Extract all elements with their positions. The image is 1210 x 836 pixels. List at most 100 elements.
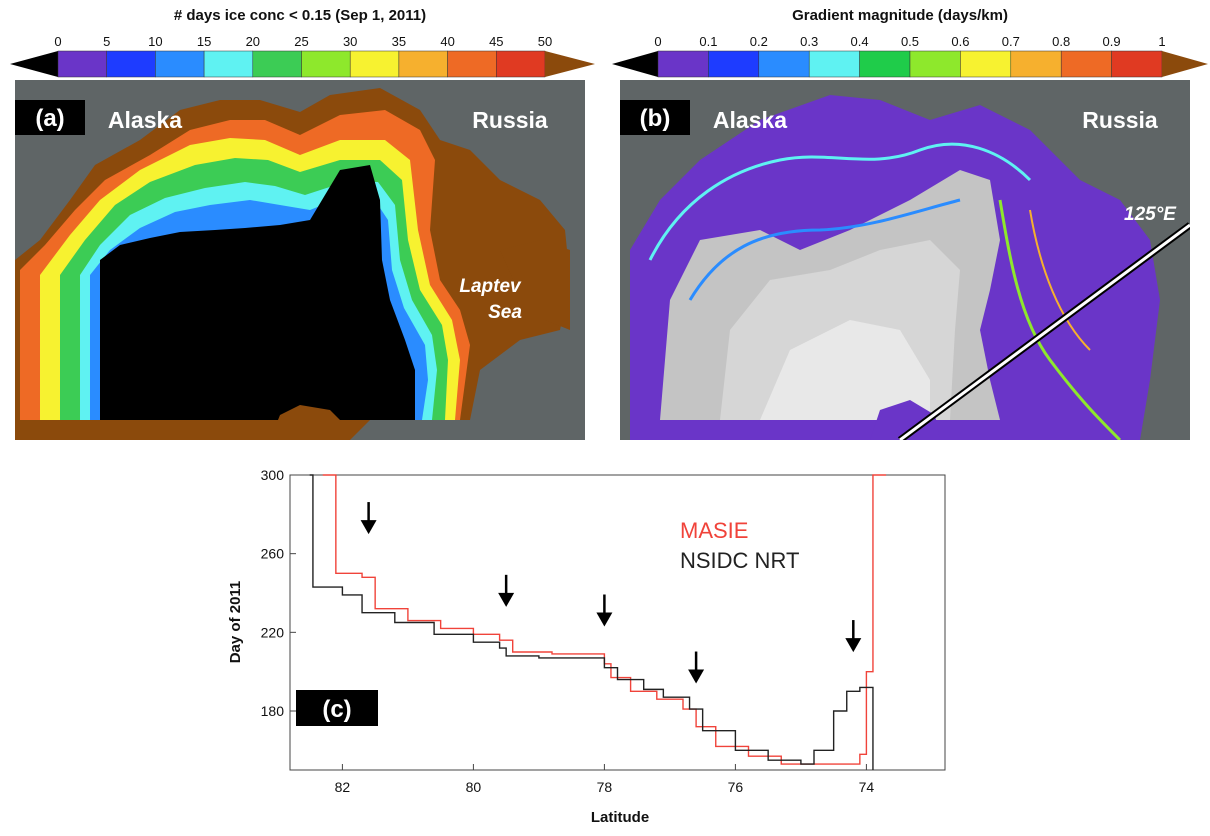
panel-a-tag: (a) (35, 105, 64, 132)
colorbar-b-tick-7: 0.7 (1002, 34, 1020, 49)
colorbar-a-tick-6: 30 (343, 34, 357, 49)
annotation-arrow-head-3 (688, 669, 705, 684)
map-b-white-region (760, 320, 930, 420)
colorbar-b-swatch-3 (808, 50, 860, 78)
colorbar-a-swatch-0 (57, 50, 107, 78)
map-a-pole-hole (270, 405, 350, 440)
colorbar-a-tick-8: 40 (440, 34, 454, 49)
colorbar-b-ticks: 0 0.1 0.2 0.3 0.4 0.5 0.6 0.7 0.8 0.9 1 (654, 34, 1165, 49)
colorbar-a-swatch-3 (203, 50, 254, 78)
map-a-label-russia: Russia (472, 107, 548, 133)
map-a-open-water (100, 165, 415, 420)
colorbar-b-tick-5: 0.5 (901, 34, 919, 49)
colorbar-b-swatch-8 (1060, 50, 1112, 78)
chart-c: 82 80 78 76 74 180 220 260 300 MASIE NSIDC NRT (… (227, 467, 946, 826)
colorbar-a-over-triangle (545, 51, 595, 77)
colorbar-a-ticks: 0 5 10 15 20 25 30 35 40 45 50 (54, 34, 552, 49)
colorbar-b-swatch-0 (657, 50, 709, 78)
map-b: (b) Alaska Russia 125°E (620, 80, 1190, 440)
colorbar-b-tick-1: 0.1 (699, 34, 717, 49)
map-b-gradient-contour-1 (648, 142, 1032, 261)
x-tick-label-2: 78 (597, 779, 613, 795)
y-tick-label-1: 220 (261, 624, 285, 640)
map-a-label-alaska: Alaska (108, 107, 182, 133)
colorbar-b-under-triangle (612, 51, 658, 77)
map-b-gradient-contour-2 (688, 198, 961, 301)
annotation-arrow-head-1 (498, 592, 515, 607)
colorbar-a-tick-2: 10 (148, 34, 162, 49)
x-tick-label-0: 82 (335, 779, 351, 795)
colorbar-b-tick-2: 0.2 (750, 34, 768, 49)
x-tick-label-1: 80 (466, 779, 482, 795)
panel-c-tag: (c) (322, 696, 351, 723)
panel-a-tag-box (15, 100, 85, 135)
colorbar-b-swatch-1 (708, 50, 760, 78)
y-tick-label-0: 180 (261, 703, 285, 719)
colorbar-b-swatches (657, 50, 1163, 78)
panel-b-tag: (b) (640, 105, 671, 132)
colorbar-a-tick-10: 50 (538, 34, 552, 49)
colorbar-a-swatch-6 (349, 50, 400, 78)
map-b-pole-hole (870, 400, 940, 440)
map-b-gradient-contour-4 (1029, 209, 1091, 351)
map-b-gradient-contour-3 (998, 199, 1122, 440)
colorbar-a-swatch-5 (301, 50, 351, 78)
colorbar-a-swatch-4 (252, 50, 302, 78)
colorbar-a-tick-1: 5 (103, 34, 110, 49)
map-a: (a) Alaska Russia Laptev Sea (15, 80, 585, 440)
colorbar-a-title: # days ice conc < 0.15 (Sep 1, 2011) (174, 7, 426, 24)
colorbar-b: Gradient magnitude (days/km) 0 0.1 0.2 0.3 0… (612, 7, 1208, 78)
map-a-label-sea: Sea (488, 302, 522, 323)
legend-masie: MASIE (680, 518, 748, 543)
colorbar-b-swatch-9 (1111, 50, 1163, 78)
chart-c-ylabel: Day of 2011 (227, 581, 244, 664)
map-b-label-russia: Russia (1082, 107, 1158, 133)
chart-c-plot-area (289, 474, 946, 771)
y-tick-label-3: 300 (261, 467, 285, 483)
map-b-label-transect: 125°E (1124, 204, 1177, 225)
map-b-transect-line-inner (899, 223, 1190, 440)
y-tick-label-2: 260 (261, 546, 285, 562)
colorbar-b-tick-0: 0 (654, 34, 661, 49)
chart-c-arrows (360, 502, 862, 684)
colorbar-b-swatch-5 (909, 50, 961, 78)
colorbar-a-swatch-2 (155, 50, 205, 78)
colorbar-b-tick-10: 1 (1158, 34, 1165, 49)
series-line-nsidc (309, 474, 874, 770)
colorbar-a-tick-5: 25 (294, 34, 308, 49)
colorbar-b-tick-8: 0.8 (1052, 34, 1070, 49)
colorbar-a-tick-9: 45 (489, 34, 503, 49)
colorbar-a-tick-0: 0 (54, 34, 61, 49)
chart-c-xlabel: Latitude (591, 809, 649, 826)
annotation-arrow-head-4 (845, 638, 862, 653)
legend-nsidc: NSIDC NRT (680, 548, 799, 573)
map-b-label-alaska: Alaska (713, 107, 787, 133)
colorbar-b-title: Gradient magnitude (days/km) (792, 7, 1008, 24)
colorbar-b-tick-3: 0.3 (800, 34, 818, 49)
colorbar-b-swatch-7 (1010, 50, 1062, 78)
map-a-laptev-region (500, 240, 570, 330)
colorbar-a-swatch-7 (398, 50, 448, 78)
colorbar-b-over-triangle (1162, 51, 1208, 77)
colorbar-a: # days ice conc < 0.15 (Sep 1, 2011) 0 5 1… (10, 7, 595, 78)
colorbar-b-swatch-6 (960, 50, 1012, 78)
panel-b-tag-box (620, 100, 690, 135)
colorbar-b-tick-4: 0.4 (851, 34, 869, 49)
x-tick-label-4: 74 (859, 779, 875, 795)
colorbar-b-swatch-2 (758, 50, 810, 78)
annotation-arrow-head-0 (360, 520, 377, 535)
colorbar-a-swatch-1 (106, 50, 156, 78)
colorbar-b-tick-6: 0.6 (951, 34, 969, 49)
map-a-label-laptev: Laptev (459, 276, 522, 297)
annotation-arrow-head-2 (596, 612, 613, 627)
colorbar-a-under-triangle (10, 51, 58, 77)
colorbar-a-tick-7: 35 (392, 34, 406, 49)
chart-c-series (309, 474, 887, 770)
colorbar-b-tick-9: 0.9 (1103, 34, 1121, 49)
x-tick-label-3: 76 (728, 779, 744, 795)
colorbar-a-swatch-9 (496, 50, 546, 78)
colorbar-b-swatch-4 (859, 50, 911, 78)
colorbar-a-swatches (57, 50, 546, 78)
colorbar-a-tick-4: 20 (246, 34, 260, 49)
